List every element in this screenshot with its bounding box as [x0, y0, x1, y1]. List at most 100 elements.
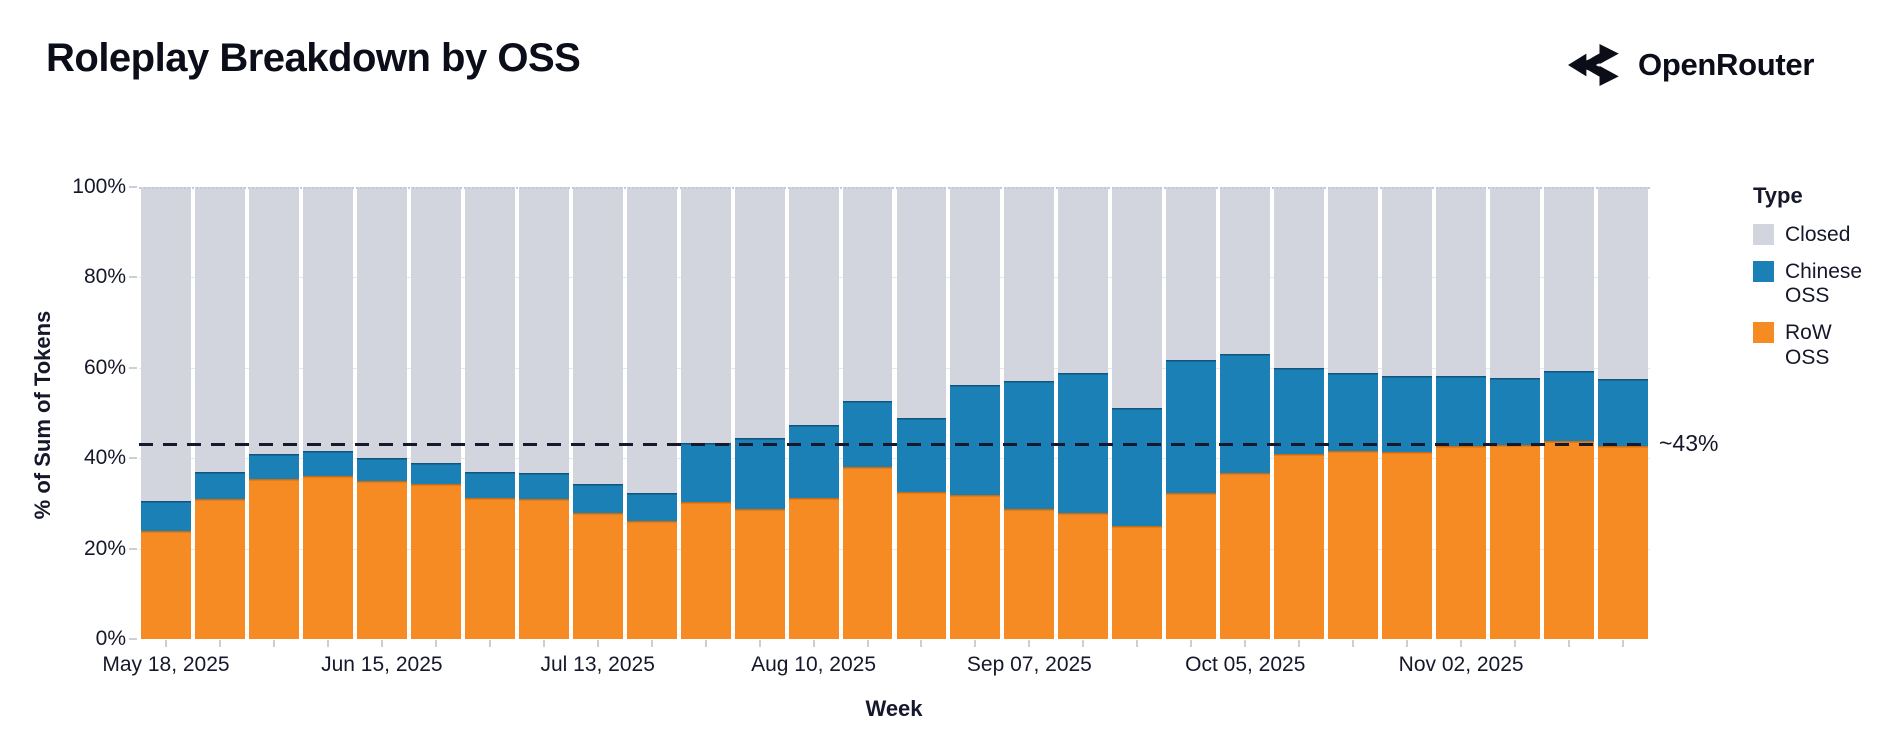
segment-row-oss[interactable]: [1220, 472, 1271, 639]
segment-row-oss[interactable]: [248, 478, 299, 639]
segment-row-oss[interactable]: [842, 467, 893, 639]
segment-closed[interactable]: [680, 187, 731, 444]
segment-row-oss[interactable]: [896, 491, 947, 639]
segment-chinese-oss[interactable]: [1490, 378, 1541, 445]
segment-closed[interactable]: [788, 187, 839, 425]
segment-closed[interactable]: [1382, 187, 1433, 377]
segment-chinese-oss[interactable]: [194, 471, 245, 499]
segment-chinese-oss[interactable]: [302, 451, 353, 477]
y-tick-mark: [129, 276, 137, 279]
segment-row-oss[interactable]: [1112, 525, 1163, 639]
gridline-80: [139, 277, 1650, 279]
segment-closed[interactable]: [1328, 187, 1379, 374]
segment-row-oss[interactable]: [194, 498, 245, 639]
segment-closed[interactable]: [1598, 187, 1648, 379]
x-tick-mark: [758, 640, 761, 647]
segment-chinese-oss[interactable]: [1436, 375, 1487, 447]
segment-closed[interactable]: [1166, 187, 1217, 360]
segment-chinese-oss[interactable]: [1166, 359, 1217, 493]
segment-closed[interactable]: [464, 187, 515, 472]
segment-closed[interactable]: [356, 187, 407, 459]
bar-week-oct-19-2025: [1328, 187, 1379, 639]
segment-row-oss[interactable]: [518, 498, 569, 639]
segment-chinese-oss[interactable]: [410, 462, 461, 484]
bar-week-aug-17-2025: [842, 187, 893, 639]
x-tick-mark: [164, 640, 167, 647]
reference-line-label: ~43%: [1659, 429, 1719, 456]
segment-closed[interactable]: [410, 187, 461, 463]
segment-chinese-oss[interactable]: [734, 438, 785, 510]
segment-row-oss[interactable]: [734, 509, 785, 639]
segment-row-oss[interactable]: [950, 494, 1001, 639]
bar-week-jul-13-2025: [572, 187, 623, 639]
segment-chinese-oss[interactable]: [572, 483, 623, 514]
segment-closed[interactable]: [842, 187, 893, 402]
segment-closed[interactable]: [248, 187, 299, 454]
x-tick-mark: [704, 640, 707, 647]
segment-chinese-oss[interactable]: [626, 492, 677, 521]
segment-row-oss[interactable]: [1544, 441, 1595, 639]
segment-row-oss[interactable]: [1382, 452, 1433, 639]
segment-closed[interactable]: [626, 187, 677, 493]
segment-row-oss[interactable]: [1490, 444, 1541, 639]
segment-row-oss[interactable]: [302, 476, 353, 639]
segment-chinese-oss[interactable]: [1328, 373, 1379, 451]
x-tick-mark: [596, 640, 599, 647]
y-tick-label: 60%: [83, 355, 126, 379]
segment-row-oss[interactable]: [356, 480, 407, 639]
segment-closed[interactable]: [1490, 187, 1541, 379]
segment-row-oss[interactable]: [572, 513, 623, 639]
legend-swatch-closed: [1753, 224, 1774, 245]
segment-chinese-oss[interactable]: [1274, 367, 1325, 454]
segment-closed[interactable]: [1544, 187, 1595, 371]
segment-row-oss[interactable]: [1166, 492, 1217, 639]
segment-row-oss[interactable]: [141, 530, 191, 639]
segment-chinese-oss[interactable]: [248, 453, 299, 479]
segment-row-oss[interactable]: [1274, 453, 1325, 639]
segment-closed[interactable]: [141, 187, 191, 502]
segment-closed[interactable]: [194, 187, 245, 472]
segment-closed[interactable]: [1058, 187, 1109, 373]
x-tick-label: Jul 13, 2025: [540, 653, 655, 676]
legend-label-chinese-oss: Chinese OSS: [1785, 260, 1863, 308]
segment-chinese-oss[interactable]: [1382, 376, 1433, 453]
segment-chinese-oss[interactable]: [1598, 378, 1648, 446]
segment-row-oss[interactable]: [1058, 513, 1109, 639]
x-tick-label: Jun 15, 2025: [321, 653, 443, 676]
segment-closed[interactable]: [518, 187, 569, 474]
segment-closed[interactable]: [572, 187, 623, 484]
segment-closed[interactable]: [950, 187, 1001, 386]
segment-closed[interactable]: [1004, 187, 1055, 382]
segment-chinese-oss[interactable]: [950, 385, 1001, 495]
segment-row-oss[interactable]: [1004, 509, 1055, 639]
segment-closed[interactable]: [734, 187, 785, 439]
segment-chinese-oss[interactable]: [788, 424, 839, 498]
segment-row-oss[interactable]: [410, 483, 461, 639]
segment-row-oss[interactable]: [788, 497, 839, 639]
segment-row-oss[interactable]: [680, 502, 731, 639]
segment-row-oss[interactable]: [1436, 446, 1487, 639]
segment-chinese-oss[interactable]: [1220, 354, 1271, 473]
y-tick-label: 20%: [83, 536, 126, 560]
segment-chinese-oss[interactable]: [356, 458, 407, 481]
segment-closed[interactable]: [1274, 187, 1325, 368]
segment-chinese-oss[interactable]: [842, 401, 893, 468]
segment-closed[interactable]: [1436, 187, 1487, 376]
segment-chinese-oss[interactable]: [464, 471, 515, 498]
segment-row-oss[interactable]: [1598, 445, 1648, 639]
segment-closed[interactable]: [1220, 187, 1271, 355]
segment-row-oss[interactable]: [626, 520, 677, 639]
segment-chinese-oss[interactable]: [680, 443, 731, 503]
segment-chinese-oss[interactable]: [896, 417, 947, 492]
segment-chinese-oss[interactable]: [1112, 408, 1163, 526]
segment-chinese-oss[interactable]: [518, 473, 569, 499]
segment-chinese-oss[interactable]: [141, 501, 191, 531]
segment-chinese-oss[interactable]: [1544, 370, 1595, 442]
gridline-20: [139, 548, 1650, 550]
segment-row-oss[interactable]: [1328, 450, 1379, 639]
segment-closed[interactable]: [302, 187, 353, 452]
segment-closed[interactable]: [1112, 187, 1163, 409]
segment-row-oss[interactable]: [464, 497, 515, 639]
segment-closed[interactable]: [896, 187, 947, 418]
x-tick-mark: [1136, 640, 1139, 647]
